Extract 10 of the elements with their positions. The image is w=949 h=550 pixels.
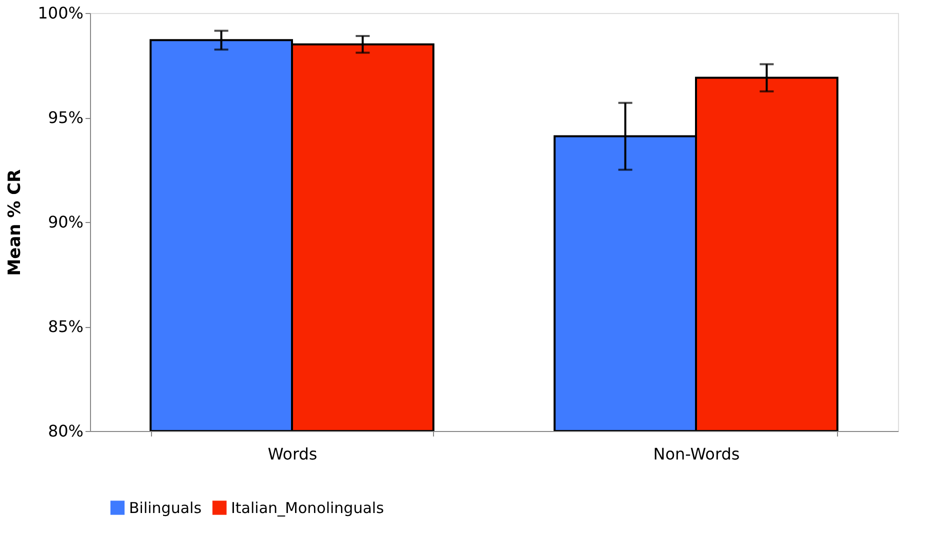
x-tick-label: Non-Words bbox=[653, 444, 740, 464]
x-tick-label: Words bbox=[268, 444, 318, 464]
y-tick-label: 80% bbox=[48, 422, 84, 440]
y-tick-label: 95% bbox=[48, 108, 84, 127]
y-tick-label: 85% bbox=[48, 317, 84, 336]
legend-label: Bilinguals bbox=[129, 498, 202, 517]
y-tick-label: 90% bbox=[48, 212, 84, 232]
y-axis-title: Mean % CR bbox=[4, 169, 25, 276]
y-tick-label: 100% bbox=[38, 4, 84, 22]
legend-label: Italian_Monolinguals bbox=[231, 498, 384, 517]
